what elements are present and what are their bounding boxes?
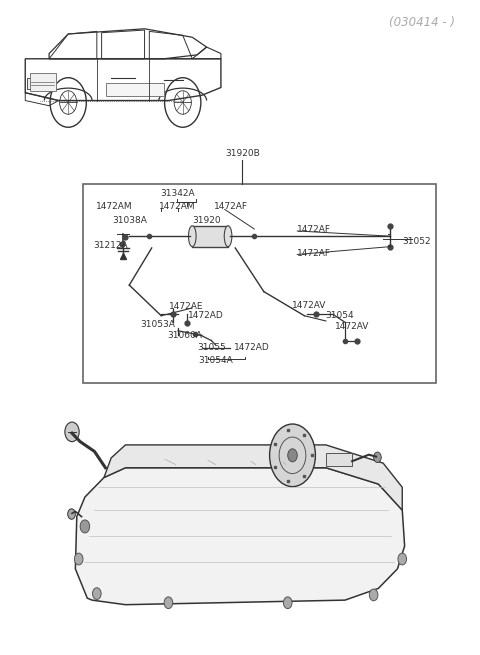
Text: 31053A: 31053A — [140, 320, 175, 329]
Text: 1472AV: 1472AV — [336, 322, 370, 331]
Text: 1472AD: 1472AD — [234, 343, 270, 352]
Text: 31920: 31920 — [192, 216, 221, 225]
Circle shape — [164, 597, 173, 608]
Text: (030414 - ): (030414 - ) — [389, 16, 455, 29]
Circle shape — [93, 588, 101, 599]
Circle shape — [373, 452, 381, 462]
Text: 31054: 31054 — [325, 310, 354, 320]
Text: 31212A: 31212A — [94, 242, 128, 250]
Text: 31054A: 31054A — [198, 356, 232, 365]
Bar — [83, 184, 436, 383]
Text: 1472AE: 1472AE — [169, 302, 204, 311]
Text: 1472AM: 1472AM — [159, 202, 195, 211]
Text: 31342A: 31342A — [161, 189, 195, 198]
Text: 1472AF: 1472AF — [297, 249, 331, 257]
Text: 31055: 31055 — [197, 343, 226, 352]
Text: 1472AM: 1472AM — [96, 202, 132, 211]
Bar — [326, 453, 352, 466]
Circle shape — [65, 422, 79, 441]
Circle shape — [369, 589, 378, 601]
Bar — [27, 78, 40, 90]
Bar — [107, 83, 164, 96]
Circle shape — [398, 553, 407, 565]
Ellipse shape — [224, 226, 232, 247]
Text: 1472AD: 1472AD — [188, 310, 223, 320]
Circle shape — [270, 424, 315, 487]
Circle shape — [68, 509, 75, 519]
Text: 31038A: 31038A — [112, 216, 147, 225]
Polygon shape — [75, 468, 405, 605]
Circle shape — [74, 553, 83, 565]
Polygon shape — [104, 445, 402, 510]
Text: 31052: 31052 — [402, 237, 431, 246]
Ellipse shape — [189, 226, 196, 247]
Text: 31060A: 31060A — [168, 331, 203, 340]
Bar — [30, 73, 56, 92]
Text: 1472AV: 1472AV — [291, 301, 326, 310]
Text: 1472AF: 1472AF — [214, 202, 248, 211]
Circle shape — [283, 597, 292, 608]
Circle shape — [80, 520, 90, 533]
Text: 31920B: 31920B — [225, 149, 260, 158]
Bar — [192, 226, 228, 247]
Text: 1472AF: 1472AF — [297, 225, 331, 234]
Circle shape — [288, 449, 297, 462]
